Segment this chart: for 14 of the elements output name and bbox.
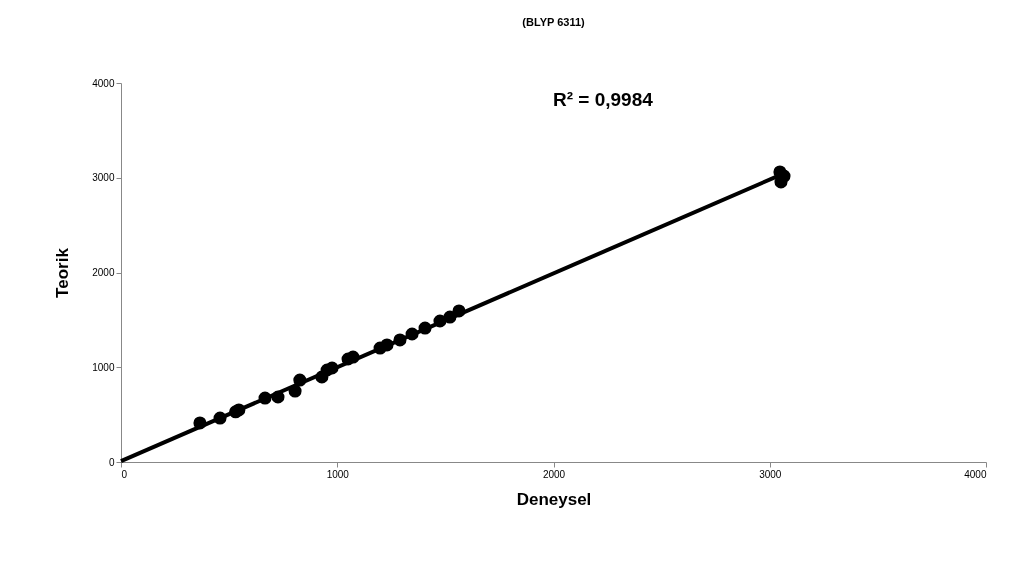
y-tick-label: 1000	[92, 361, 115, 373]
y-tick-label: 3000	[92, 172, 115, 184]
x-tick-label: 4000	[964, 468, 987, 480]
y-tick-label: 4000	[92, 77, 115, 89]
y-tick-label: 2000	[92, 267, 115, 278]
x-tick-label: 2000	[542, 468, 566, 480]
chart-title: (BLYP 6311)	[522, 16, 586, 28]
x-tick-label: 0	[121, 468, 128, 480]
y-axis-title: Teorik	[53, 247, 73, 298]
x-tick-label: 1000	[326, 468, 350, 480]
x-axis-title: Deneysel	[516, 489, 592, 509]
annotation: R² = 0,9984	[553, 89, 654, 110]
y-tick-label: 0	[108, 456, 115, 468]
x-tick-label: 3000	[759, 468, 782, 480]
